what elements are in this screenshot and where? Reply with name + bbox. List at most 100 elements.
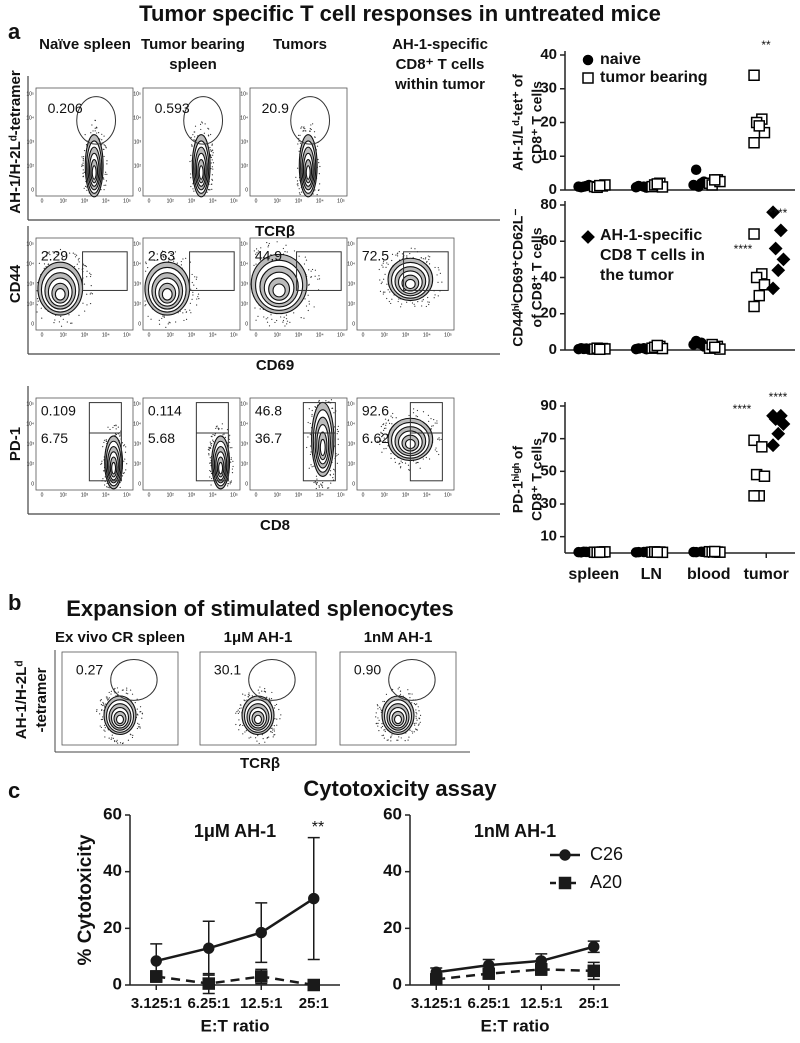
flow-event bbox=[268, 736, 270, 738]
flow-event bbox=[257, 315, 259, 317]
flow-event bbox=[237, 712, 239, 715]
flow-event bbox=[318, 275, 320, 277]
data-point bbox=[430, 973, 443, 986]
flow-event bbox=[161, 317, 163, 320]
flow-event bbox=[136, 727, 138, 730]
gate bbox=[388, 658, 436, 701]
flow-event bbox=[117, 426, 119, 428]
flow-tick-label: 10⁵ bbox=[133, 401, 141, 407]
flow-event bbox=[392, 412, 394, 415]
x-tick-label: 3.125:1 bbox=[411, 995, 462, 1012]
flow-event bbox=[189, 309, 191, 311]
column-header: Tumors bbox=[273, 36, 327, 53]
flow-event bbox=[299, 142, 302, 144]
flow-event bbox=[100, 699, 102, 701]
flow-event bbox=[106, 173, 108, 175]
flow-event bbox=[376, 704, 378, 706]
flow-event bbox=[86, 189, 88, 191]
flow-event bbox=[162, 255, 164, 257]
flow-event bbox=[408, 468, 410, 471]
flow-event bbox=[103, 441, 105, 444]
flow-event bbox=[439, 272, 441, 274]
flow-event bbox=[385, 447, 387, 450]
flow-event bbox=[301, 126, 303, 128]
flow-tick-label: 10³ bbox=[188, 332, 196, 338]
flow-event bbox=[388, 422, 391, 424]
flow-event bbox=[141, 712, 143, 714]
flow-event bbox=[308, 303, 310, 305]
flow-event bbox=[105, 703, 107, 705]
flow-event bbox=[428, 303, 430, 306]
flow-event bbox=[398, 251, 400, 253]
flow-event bbox=[204, 123, 206, 125]
column-header: Tumor bearing bbox=[141, 36, 245, 53]
flow-event bbox=[280, 316, 282, 318]
flow-event bbox=[82, 158, 84, 160]
flow-tick-label: 10⁴ bbox=[26, 115, 34, 121]
flow-event bbox=[276, 319, 278, 322]
flow-event bbox=[158, 323, 161, 325]
flow-event bbox=[332, 468, 335, 470]
flow-event bbox=[303, 127, 305, 129]
flow-event bbox=[390, 302, 392, 305]
flow-event bbox=[286, 251, 288, 253]
flow-event bbox=[161, 250, 164, 252]
flow-event bbox=[247, 696, 250, 698]
flow-event bbox=[103, 724, 106, 726]
flow-event bbox=[244, 694, 246, 696]
flow-event bbox=[75, 254, 78, 256]
flow-tick-label: 10⁵ bbox=[133, 241, 141, 247]
x-axis-label: E:T ratio bbox=[481, 1016, 550, 1035]
flow-event bbox=[168, 321, 170, 323]
y-tick-label: 10 bbox=[540, 147, 557, 164]
flow-event bbox=[438, 269, 440, 271]
flow-event bbox=[380, 432, 382, 434]
annotation: **** bbox=[733, 402, 752, 416]
flow-event bbox=[83, 187, 85, 189]
flow-event bbox=[141, 717, 143, 719]
flow-tick-label: 10⁵ bbox=[337, 332, 345, 338]
flow-event bbox=[375, 716, 377, 718]
flow-event bbox=[112, 737, 114, 739]
flow-event bbox=[74, 253, 76, 255]
flow-event bbox=[136, 708, 138, 710]
flow-event bbox=[298, 255, 300, 257]
flow-event bbox=[124, 458, 126, 460]
flow-event bbox=[184, 308, 186, 311]
flow-event bbox=[271, 731, 273, 734]
flow-event bbox=[381, 281, 383, 283]
flow-event bbox=[304, 298, 306, 300]
flow-event bbox=[203, 132, 205, 134]
y-tick-label: 0 bbox=[393, 974, 402, 993]
flow-event bbox=[381, 734, 383, 737]
flow-event bbox=[101, 139, 103, 141]
flow-event bbox=[308, 269, 310, 271]
flow-contour bbox=[393, 714, 403, 725]
flow-event bbox=[417, 706, 419, 708]
flow-event bbox=[382, 266, 384, 268]
flow-event bbox=[173, 260, 175, 262]
y-tick-label: 60 bbox=[540, 232, 557, 249]
flow-event bbox=[116, 687, 119, 689]
flow-tick-label: 10² bbox=[167, 492, 175, 498]
flow-event bbox=[139, 706, 142, 708]
legend-label: tumor bearing bbox=[600, 69, 708, 86]
flow-event bbox=[315, 406, 317, 409]
flow-event bbox=[433, 418, 435, 421]
flow-event bbox=[299, 134, 301, 136]
flow-event bbox=[378, 719, 380, 721]
flow-event bbox=[267, 246, 269, 248]
flow-tick-label: 10⁴ bbox=[347, 261, 355, 267]
flow-contour bbox=[253, 714, 263, 725]
flow-event bbox=[45, 266, 47, 268]
flow-event bbox=[394, 461, 396, 463]
flow-event bbox=[115, 433, 118, 436]
flow-event bbox=[194, 136, 196, 138]
y-tick-label: 60 bbox=[103, 804, 122, 823]
data-point bbox=[768, 241, 783, 256]
flow-tick-label: 10⁵ bbox=[444, 332, 452, 338]
gate-value: 0.114 bbox=[148, 403, 182, 419]
flow-event bbox=[309, 422, 311, 425]
flow-tick-label: 10³ bbox=[81, 198, 89, 204]
flow-event bbox=[190, 173, 192, 175]
